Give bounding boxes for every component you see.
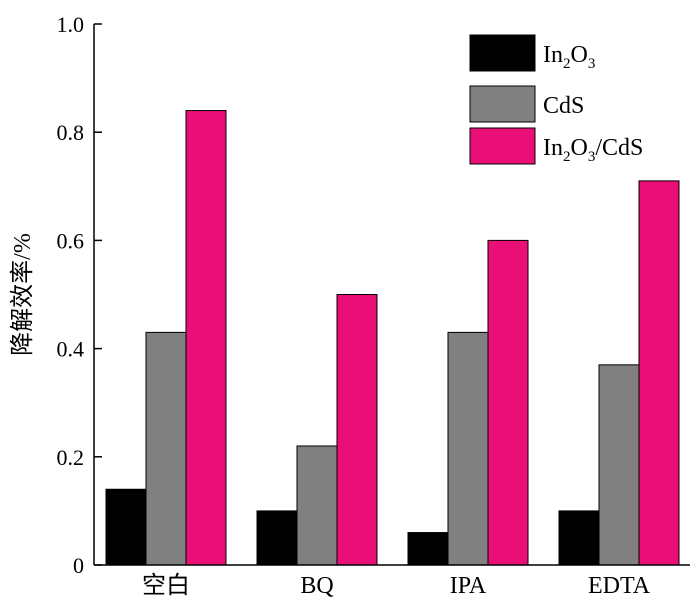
bar-cds-0: [145, 331, 187, 566]
legend-label-part: 3: [588, 56, 596, 72]
bar-in2o3-cds-2: [487, 239, 529, 566]
legend-label-part: 2: [563, 149, 571, 165]
x-category-label: 空白: [142, 572, 190, 599]
legend-label: In2O3: [543, 42, 595, 72]
y-axis-label: 降解效率/%: [9, 233, 36, 356]
x-category-label: EDTA: [588, 573, 651, 599]
bar-in2o3-cds-1: [336, 294, 378, 566]
y-tick-label: 1.0: [57, 12, 85, 37]
legend-label-part: 2: [563, 56, 571, 72]
bar-in2o3-cds-0: [185, 110, 227, 566]
bar-cds-2: [447, 331, 489, 566]
legend-label-part: /CdS: [595, 135, 643, 161]
y-tick-label: 0.8: [57, 120, 85, 145]
bar-cds-1: [296, 445, 338, 566]
y-tick-label: 0: [73, 553, 84, 578]
legend-label-part: 3: [588, 149, 596, 165]
x-category-label: BQ: [300, 573, 333, 599]
legend-label-part: O: [571, 42, 588, 68]
y-tick-label: 0.2: [57, 445, 85, 470]
bar-in2o3-1: [256, 510, 298, 566]
legend-label: In2O3/CdS: [543, 135, 643, 165]
bar-in2o3-3: [558, 510, 600, 566]
legend-swatch: [469, 127, 536, 165]
x-category-label: IPA: [450, 573, 487, 599]
bars-group: [105, 110, 680, 566]
bar-cds-3: [598, 364, 640, 566]
legend-swatch: [469, 34, 536, 72]
bar-in2o3-2: [407, 532, 449, 566]
bar-in2o3-cds-3: [638, 180, 680, 566]
legend-label: CdS: [543, 93, 584, 119]
y-tick-label: 0.4: [57, 337, 85, 362]
legend-label-part: O: [571, 135, 588, 161]
y-tick-label: 0.6: [57, 228, 85, 253]
legend-label-part: CdS: [543, 93, 584, 119]
x-axis-category-labels: 空白 BQ IPA EDTA: [142, 572, 651, 599]
y-axis-ticks: 0 0.2 0.4 0.6 0.8 1.0: [57, 12, 102, 578]
legend-label-part: In: [543, 42, 563, 68]
bar-in2o3-0: [105, 488, 147, 566]
legend-swatch: [469, 85, 536, 123]
legend-label-part: In: [543, 135, 563, 161]
